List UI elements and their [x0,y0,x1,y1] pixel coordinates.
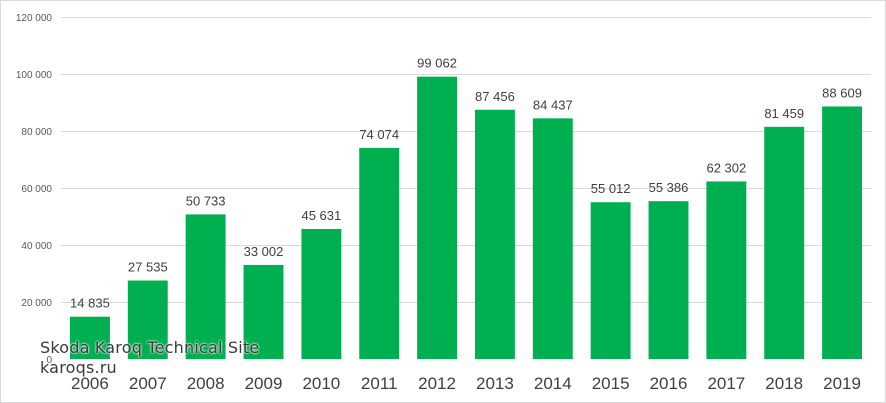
x-tick-label: 2011 [361,374,398,393]
data-label: 55 012 [591,181,631,196]
data-labels: 14 835 27 535 50 733 33 002 45 631 74 074 99 0… [70,56,862,311]
x-tick-label: 2008 [187,374,225,393]
bar [69,316,110,359]
data-label: 87 456 [475,89,515,104]
bar [474,109,515,359]
data-label: 50 733 [186,193,226,208]
x-tick-label: 2018 [765,374,803,393]
y-tick-label: 100 000 [16,70,53,81]
bar [359,147,400,359]
data-label: 14 835 [70,296,110,311]
bar [764,126,805,359]
x-axis-ticks: 2006 2007 2008 2009 2010 2011 2012 2013 2014 2015… [71,374,861,393]
data-label: 84 437 [533,97,573,112]
bar [822,106,863,360]
bar [648,201,689,359]
y-tick-label: 80 000 [21,127,52,138]
bar [301,228,342,359]
bars [69,76,863,360]
y-tick-label: 60 000 [21,184,52,195]
bar [127,280,168,359]
bar [532,118,573,359]
data-label: 33 002 [244,244,284,259]
x-tick-label: 2017 [707,374,745,393]
bar [243,264,284,359]
x-tick-label: 2007 [129,374,167,393]
watermark-site-name: Skoda Karoq Technical Site [40,338,260,357]
data-label: 45 631 [301,208,341,223]
data-label: 74 074 [359,127,399,142]
y-tick-label: 20 000 [21,298,52,309]
x-tick-label: 2015 [592,374,630,393]
x-tick-label: 2012 [418,374,456,393]
x-tick-label: 2019 [823,374,861,393]
data-label: 81 459 [764,106,804,121]
data-label: 62 302 [706,160,746,175]
y-axis-ticks: 0 20 000 40 000 60 000 80 000 100 000 120 000 [16,13,53,366]
bar [590,202,631,359]
gridlines [61,17,871,303]
x-tick-label: 2016 [650,374,688,393]
data-label: 99 062 [417,56,457,71]
y-tick-label: 120 000 [16,13,53,24]
data-label: 88 609 [822,85,862,100]
watermark-site-url: karoqs.ru [40,358,117,377]
x-tick-label: 2010 [302,374,340,393]
x-tick-label: 2009 [245,374,283,393]
bar [417,76,458,360]
bar [185,214,226,359]
x-tick-label: 2006 [71,374,109,393]
bar [706,181,747,359]
x-tick-label: 2014 [534,374,572,393]
y-tick-label: 0 [46,355,52,366]
data-label: 27 535 [128,260,168,275]
y-tick-label: 40 000 [21,241,52,252]
x-tick-label: 2013 [476,374,514,393]
data-label: 55 386 [649,180,689,195]
